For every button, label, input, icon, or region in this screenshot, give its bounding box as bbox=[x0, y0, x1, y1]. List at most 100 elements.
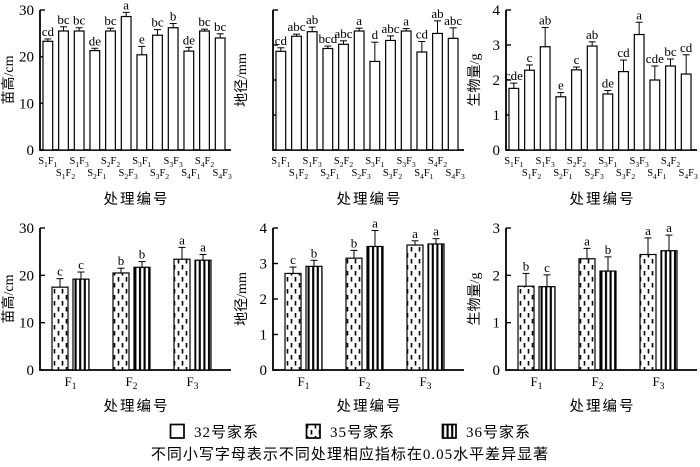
significance-letter: ab bbox=[586, 27, 598, 42]
category-label: S1F2 bbox=[56, 168, 75, 181]
bar bbox=[649, 79, 661, 151]
y-tick-label: 2 bbox=[493, 73, 501, 89]
bar bbox=[680, 73, 692, 151]
significance-letter: b bbox=[311, 245, 318, 260]
chart-biomass-by-fertilizer: 0 1 2 3 生物量/g 处理编号 b c F1 a b F2 a a F3 bbox=[466, 210, 699, 417]
legend-swatch-rect bbox=[441, 423, 457, 439]
chart-biomass-by-treatment: 0 1 2 3 4 生物量/g 处理编号 cde S1F1 c S1F2 ab S1F3 e S2F1 c S2… bbox=[466, 0, 699, 210]
significance-letter: bc bbox=[198, 14, 211, 29]
legend-swatch-canvas bbox=[441, 423, 457, 439]
y-axis-title: 生物量/g bbox=[467, 273, 483, 326]
chart-ground-diameter-by-treatment: 地径/mm 处理编号 cd S1F1 abc S1F2 ab S1F3 bcd S2F1 abc S2… bbox=[233, 0, 466, 210]
bar bbox=[385, 39, 396, 151]
y-axis-title: 地径/mm bbox=[234, 272, 250, 326]
category-label: S3F2 bbox=[383, 168, 402, 181]
bar bbox=[447, 37, 459, 151]
y-axis-title: 地径/mm bbox=[234, 53, 250, 107]
bar bbox=[539, 46, 551, 151]
significance-letter: cd bbox=[680, 40, 693, 55]
y-tick-label: 10 bbox=[19, 316, 34, 332]
bar bbox=[353, 30, 365, 151]
category-label: F1 bbox=[65, 374, 77, 392]
y-tick-label: 2 bbox=[260, 292, 268, 308]
category-label: S2F3 bbox=[585, 168, 604, 181]
significance-letter: c bbox=[544, 260, 550, 275]
y-tick-label: 0 bbox=[27, 143, 35, 159]
significance-letter: a bbox=[123, 0, 129, 12]
category-label: F2 bbox=[126, 374, 138, 392]
category-label: S3F1 bbox=[365, 156, 384, 169]
category-label: S2F1 bbox=[320, 168, 339, 181]
category-label: S3F2 bbox=[150, 168, 169, 181]
significance-letter: a bbox=[645, 223, 651, 238]
chart-canvas: 0 10 20 30 苗高/cm 处理编号 cd S1F1 bc S1F2 bc S1F3 de S2F1… bbox=[0, 0, 232, 208]
category-label: S3F3 bbox=[630, 156, 649, 169]
bar bbox=[194, 259, 212, 371]
significance-letter: cde bbox=[505, 68, 523, 83]
bar bbox=[305, 265, 323, 371]
y-tick-label: 0 bbox=[27, 363, 35, 379]
significance-letter: a bbox=[356, 13, 362, 28]
bar bbox=[555, 96, 567, 151]
y-tick-label: 1 bbox=[260, 328, 268, 344]
significance-letter: a bbox=[433, 224, 439, 239]
category-label: S2F1 bbox=[553, 168, 572, 181]
y-tick-label: 30 bbox=[19, 3, 34, 19]
y-tick-label: 0 bbox=[260, 363, 268, 379]
legend-swatch-rect bbox=[169, 423, 185, 439]
significance-letter: de bbox=[183, 32, 196, 47]
x-axis-title: 处理编号 bbox=[337, 191, 403, 208]
category-label: S3F2 bbox=[616, 168, 635, 181]
category-label: S4F2 bbox=[428, 156, 447, 169]
significance-letter: abc bbox=[334, 26, 352, 41]
category-label: S3F1 bbox=[598, 156, 617, 169]
significance-letter: b bbox=[605, 242, 612, 257]
bar bbox=[602, 93, 614, 151]
category-label: F1 bbox=[531, 374, 543, 392]
category-label: S4F3 bbox=[446, 168, 465, 181]
category-label: F3 bbox=[653, 374, 665, 392]
bar bbox=[112, 272, 130, 371]
bar bbox=[538, 286, 556, 371]
bar bbox=[416, 51, 428, 151]
bar bbox=[571, 69, 582, 151]
category-label: S4F1 bbox=[181, 168, 200, 181]
chart-canvas: 0 10 20 30 苗高/cm 处理编号 c c F1 b b F2 a a F3 bbox=[0, 221, 231, 415]
bar bbox=[406, 244, 424, 371]
chart-seedling-height-by-treatment: 0 10 20 30 苗高/cm 处理编号 cd S1F1 bc S1F2 bc S1F3 de S2F1… bbox=[0, 0, 233, 210]
significance-letter: b bbox=[170, 9, 177, 24]
significance-letter: b bbox=[351, 235, 358, 250]
category-label: F2 bbox=[359, 374, 371, 392]
bar bbox=[284, 272, 302, 371]
significance-letter: abc bbox=[444, 13, 462, 28]
x-axis-title: 处理编号 bbox=[337, 398, 403, 415]
significance-letter: b bbox=[523, 258, 530, 273]
bar bbox=[58, 30, 69, 151]
category-label: S4F1 bbox=[414, 168, 433, 181]
significance-letter: de bbox=[602, 76, 615, 91]
category-label: S3F3 bbox=[164, 156, 183, 169]
bar bbox=[524, 69, 535, 151]
category-label: S1F1 bbox=[38, 156, 57, 169]
category-label: S3F3 bbox=[397, 156, 416, 169]
bar bbox=[199, 30, 210, 151]
category-label: S1F3 bbox=[303, 156, 322, 169]
chart-canvas: 地径/mm 处理编号 cd S1F1 abc S1F2 ab S1F3 bcd S2F1 abc S2… bbox=[234, 6, 465, 208]
legend: 32号家系 35号家系 36号家系 bbox=[169, 418, 531, 444]
significance-letter: bc bbox=[151, 15, 164, 30]
bar bbox=[633, 33, 645, 151]
bar bbox=[345, 257, 363, 371]
bar bbox=[136, 54, 148, 151]
y-tick-label: 4 bbox=[260, 221, 268, 237]
bar bbox=[665, 65, 676, 151]
significance-letter: a bbox=[636, 7, 642, 22]
category-label: F3 bbox=[187, 374, 199, 392]
y-tick-label: 4 bbox=[493, 3, 501, 19]
dotted-swatch-icon bbox=[305, 423, 322, 440]
significance-letter: bc bbox=[73, 13, 86, 28]
bar bbox=[167, 27, 179, 151]
plain-swatch-icon bbox=[169, 423, 186, 440]
category-label: S1F1 bbox=[504, 156, 523, 169]
